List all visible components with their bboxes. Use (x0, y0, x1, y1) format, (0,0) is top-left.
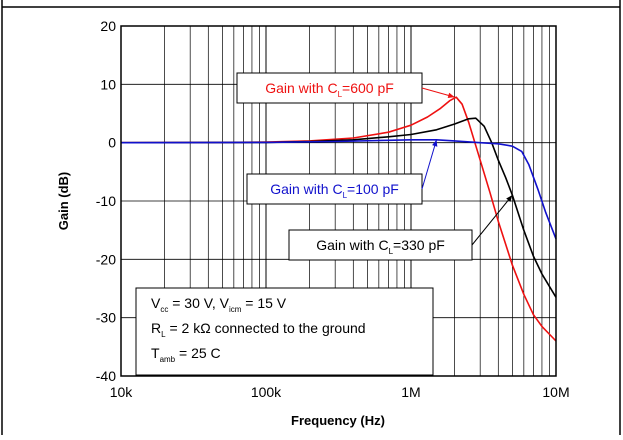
y-tick-label: -40 (96, 368, 116, 384)
data-series (120, 96, 557, 342)
x-tick-label: 1M (401, 384, 420, 400)
annotation-label: Gain with CL=600 pF (265, 80, 394, 99)
series-line-cl100 (120, 139, 557, 240)
series-line-cl330 (120, 117, 557, 298)
y-tick-label: 10 (100, 76, 116, 92)
annotation-cl100: Gain with CL=100 pF (246, 139, 438, 205)
condition-line: Vcc = 30 V, Vicm = 15 V (151, 295, 287, 314)
plot-area-border (120, 25, 557, 377)
y-tick-label: -10 (96, 193, 116, 209)
y-tick-label: -20 (96, 251, 116, 267)
conditions-box: Vcc = 30 V, Vicm = 15 V RL = 2 kΩ connect… (135, 287, 434, 376)
annotation-arrowhead (506, 195, 513, 202)
annotation-arrowhead (447, 92, 455, 99)
annotation-label: Gain with CL=100 pF (270, 181, 399, 200)
conditions-box-frame (135, 287, 434, 376)
annotation-cl600: Gain with CL=600 pF (236, 72, 455, 104)
y-axis-title: Gain (dB) (56, 172, 71, 231)
tick-labels: 10k 100k 1M 10M 20 10 0 -10 -20 -30 -40 (96, 18, 570, 400)
annotation-label: Gain with CL=330 pF (316, 237, 445, 256)
annotations: Gain with CL=600 pF Gain with CL=100 pF Ga… (236, 72, 513, 261)
condition-line: RL = 2 kΩ connected to the ground (151, 320, 366, 339)
annotation-arrow (421, 139, 438, 190)
annotation-box (246, 173, 423, 205)
annotation-cl330: Gain with CL=330 pF (288, 194, 513, 261)
x-axis-title: Frequency (Hz) (291, 413, 385, 428)
series-line-cl600 (120, 96, 557, 342)
annotation-arrow (471, 194, 513, 246)
y-tick-label: -30 (96, 310, 116, 326)
y-tick-label: 0 (108, 135, 116, 151)
x-tick-label: 10k (110, 384, 134, 400)
x-tick-label: 100k (251, 384, 282, 400)
x-tick-label: 10M (542, 384, 569, 400)
annotation-arrowhead (432, 139, 438, 147)
condition-line: Tamb = 25 C (151, 345, 221, 364)
y-tick-label: 20 (100, 18, 116, 34)
